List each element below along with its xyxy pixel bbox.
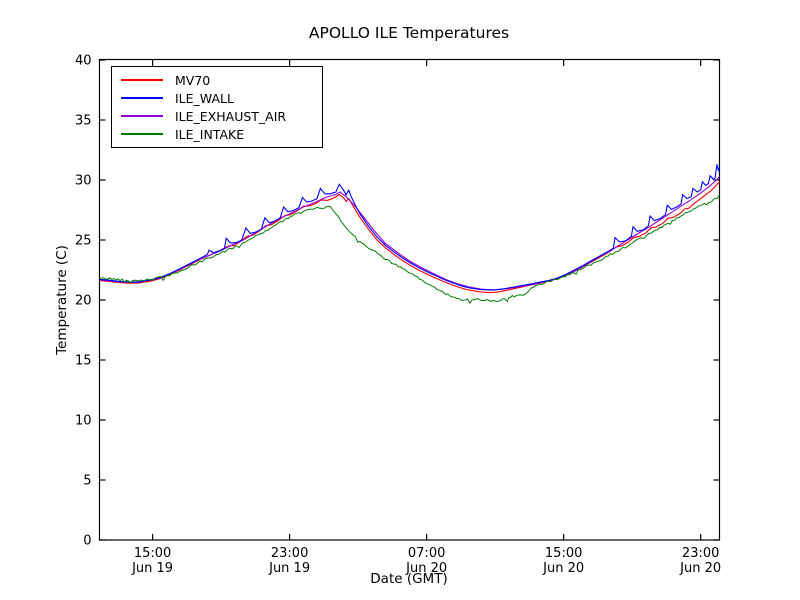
x-tick-time-label: 23:00	[682, 546, 719, 561]
chart-title: APOLLO ILE Temperatures	[308, 24, 510, 42]
y-tick-label: 5	[83, 474, 91, 489]
x-tick-date-label: Jun 20	[542, 561, 584, 576]
x-tick-time-label: 07:00	[408, 546, 445, 561]
y-tick-label: 35	[75, 114, 92, 129]
legend-item-mv70: MV70	[112, 71, 322, 89]
series-line-ile-exhaust-air	[99, 176, 720, 291]
series-line-ile-wall	[99, 164, 720, 291]
x-tick-date-label: Jun 19	[131, 561, 173, 576]
legend-item-ile-intake: ILE_INTAKE	[112, 125, 322, 143]
y-tick-label: 25	[75, 234, 92, 249]
y-axis-label: Temperature (C)	[54, 245, 70, 355]
y-tick-label: 20	[75, 294, 92, 309]
y-tick-label: 30	[75, 174, 92, 189]
y-tick-label: 10	[75, 414, 92, 429]
legend-item-ile-wall: ILE_WALL	[112, 89, 322, 107]
x-tick-date-label: Jun 20	[405, 561, 447, 576]
legend-item-ile-exhaust-air: ILE_EXHAUST_AIR	[112, 107, 322, 125]
y-tick-label: 40	[75, 54, 92, 69]
legend-line-sample	[121, 133, 163, 135]
legend-label: ILE_INTAKE	[175, 126, 245, 142]
legend-line-sample	[121, 97, 163, 99]
x-axis-label: Date (GMT)	[370, 571, 448, 587]
series-line-ile-intake	[99, 194, 720, 305]
y-tick-label: 0	[83, 534, 91, 549]
legend-label: ILE_WALL	[175, 90, 234, 106]
legend-line-sample	[121, 115, 163, 117]
legend-label: MV70	[175, 72, 211, 88]
x-tick-date-label: Jun 19	[268, 561, 310, 576]
x-tick-time-label: 23:00	[271, 546, 308, 561]
legend-box: MV70 ILE_WALL ILE_EXHAUST_AIR ILE_INTAKE	[111, 66, 323, 148]
legend-label: ILE_EXHAUST_AIR	[175, 108, 287, 124]
x-tick-time-label: 15:00	[134, 546, 171, 561]
x-tick-time-label: 15:00	[545, 546, 582, 561]
series-line-mv70	[99, 181, 720, 294]
x-tick-date-label: Jun 20	[679, 561, 721, 576]
y-tick-label: 15	[75, 354, 92, 369]
legend-line-sample	[121, 79, 163, 81]
